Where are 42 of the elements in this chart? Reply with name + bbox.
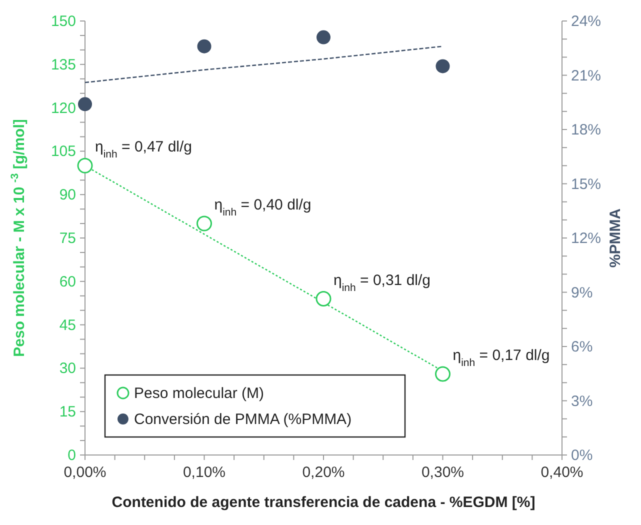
- x-tick-label: 0,10%: [182, 464, 226, 481]
- annotation: η$_{inh}$ = 0,31 dl/g: [334, 272, 431, 294]
- y2-tick-label: 0%: [571, 447, 593, 464]
- point: [316, 291, 332, 307]
- y-tick-label: 90: [59, 186, 76, 204]
- legend-label: Conversión de PMMA (%PMMA): [134, 411, 352, 428]
- x-tick-label: 0,30%: [421, 464, 464, 481]
- legend-label: Peso molecular (M): [134, 385, 264, 402]
- y-tick-label: 135: [50, 56, 76, 74]
- point: [78, 97, 92, 112]
- x-tick-label: 0,00%: [64, 464, 106, 481]
- x-axis-title: Contenido de agente transferencia de cadena - %EGDM [%]: [112, 494, 536, 511]
- point: [436, 59, 450, 74]
- annotation: η$_{inh}$ = 0,40 dl/g: [214, 196, 312, 219]
- point: [435, 366, 450, 382]
- y-tick-label: 60: [59, 273, 76, 290]
- line-series: [84, 46, 444, 84]
- x-tick-label: 0,40%: [540, 464, 584, 481]
- annotation: η$_{inh}$ = 0,47 dl/g: [95, 138, 192, 161]
- y2-tick-label: 12%: [571, 230, 602, 247]
- y-tick-label: 120: [50, 100, 76, 117]
- y2-tick-label: 6%: [571, 338, 593, 356]
- y2-tick-label: 9%: [571, 284, 593, 302]
- y2-tick-label: 21%: [571, 67, 602, 84]
- y2-tick-label: 18%: [571, 122, 602, 138]
- y2-axis-title: %PMMA: [607, 208, 624, 268]
- y-tick-label: 30: [59, 360, 76, 378]
- x-tick-label: 0,20%: [302, 464, 345, 481]
- y2-tick-label: 3%: [571, 392, 593, 410]
- point: [316, 30, 330, 44]
- y-tick-label: 75: [59, 230, 76, 247]
- annotation: η$_{inh}$ = 0,17 dl/g: [452, 346, 550, 369]
- y-tick-label: 0: [68, 447, 76, 464]
- y-tick-label: 45: [59, 316, 76, 334]
- y2-tick-label: 15%: [571, 176, 602, 193]
- y-tick-label: 150: [50, 13, 76, 30]
- y2-tick-label: 24%: [571, 13, 602, 30]
- y-tick-label: 15: [59, 404, 76, 421]
- point: [77, 158, 93, 174]
- y-tick-label: 105: [50, 143, 76, 160]
- point: [196, 216, 212, 232]
- point: [197, 39, 212, 54]
